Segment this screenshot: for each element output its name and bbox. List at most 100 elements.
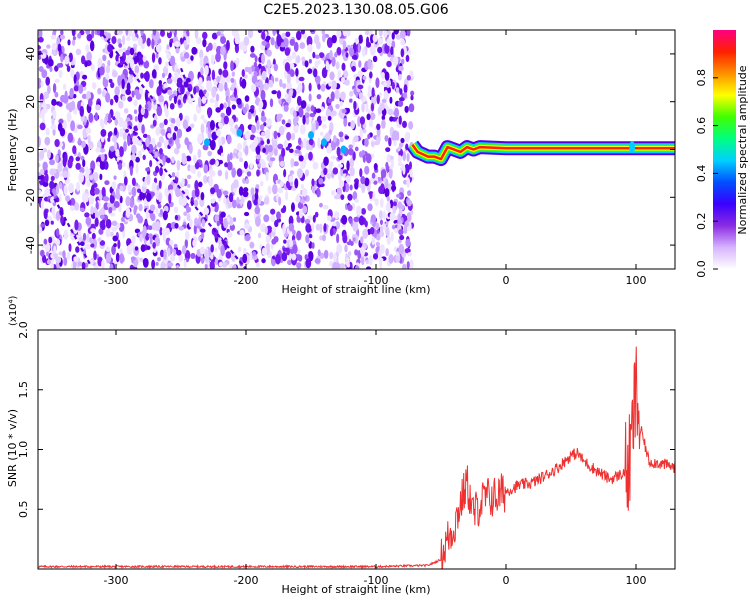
heatmap-cell [197, 216, 202, 227]
heatmap-cell [220, 36, 227, 45]
heatmap-cell [73, 85, 79, 92]
heatmap-cell [292, 244, 298, 254]
heatmap-cell [163, 205, 169, 213]
heatmap-cell [260, 89, 266, 101]
heatmap-cell [353, 216, 360, 223]
heatmap-cell [215, 93, 220, 102]
heatmap-cell [312, 51, 316, 59]
heatmap-cell [92, 207, 98, 214]
heatmap-cell [360, 236, 364, 244]
heatmap-cell [105, 65, 111, 74]
heatmap-cell [338, 179, 345, 188]
heatmap-cell [189, 164, 196, 173]
heatmap-cell [97, 237, 102, 242]
heatmap-cell [176, 77, 183, 85]
heatmap-cell [111, 36, 117, 44]
heatmap-cell [38, 36, 44, 43]
heatmap-cell [145, 137, 150, 147]
heatmap-cell [287, 55, 292, 61]
heatmap-cell [105, 92, 111, 103]
heatmap-cell [331, 110, 337, 117]
heatmap-cell [314, 60, 319, 69]
heatmap-cell [211, 69, 216, 81]
heatmap-cell [345, 257, 350, 262]
heatmap-cell [190, 252, 196, 259]
heatmap-cell [195, 37, 202, 44]
heatmap-cell [101, 122, 105, 131]
heatmap-cell [194, 161, 200, 170]
heatmap-cell [194, 187, 200, 198]
heatmap-cell [155, 207, 159, 215]
heatmap-cell [295, 55, 301, 64]
heatmap-cell [286, 247, 291, 256]
heatmap-cell [212, 42, 217, 51]
heatmap-cell [357, 84, 364, 90]
x-tick-label: 0 [503, 274, 510, 287]
heatmap-cell [40, 81, 44, 87]
x-tick-label: -300 [104, 574, 129, 587]
heatmap-cell [39, 122, 46, 131]
heatmap-cell [114, 86, 120, 97]
heatmap-cell [48, 236, 53, 244]
heatmap-cell [38, 44, 42, 51]
heatmap-cell [216, 188, 222, 199]
heatmap-hotspot [340, 145, 347, 154]
heatmap-cell [50, 175, 55, 182]
heatmap-cell [75, 48, 82, 56]
heatmap-streak [128, 124, 247, 269]
heatmap-cell [198, 181, 203, 188]
heatmap-cell [312, 68, 318, 78]
heatmap-cell [371, 141, 375, 147]
heatmap-cell [82, 159, 86, 168]
heatmap-cell [178, 195, 183, 206]
heatmap-cell [86, 33, 93, 42]
heatmap-cell [217, 137, 222, 148]
heatmap-cell [50, 220, 54, 225]
heatmap-cell [38, 175, 44, 180]
heatmap-cell [122, 47, 127, 53]
heatmap-cell [251, 75, 258, 84]
heatmap-cell [203, 175, 208, 184]
heatmap-cell [284, 190, 289, 201]
heatmap-cell [166, 78, 173, 84]
heatmap-cell [393, 215, 398, 220]
heatmap-cell [184, 137, 189, 146]
heatmap-cell [397, 155, 402, 164]
snr-y-axis-label: SNR (10 * v/v) [6, 409, 19, 487]
heatmap-cell [131, 32, 136, 42]
heatmap-cell [404, 105, 409, 113]
heatmap-cell [125, 196, 131, 207]
heatmap-cell [266, 242, 270, 249]
heatmap-cell [244, 130, 251, 140]
heatmap-cell [38, 59, 41, 66]
heatmap-cell [288, 175, 293, 183]
heatmap-cell [197, 133, 204, 144]
heatmap-cell [57, 43, 62, 52]
heatmap-cell [99, 214, 105, 220]
heatmap-cell [331, 34, 337, 44]
heatmap-cell [204, 263, 208, 269]
heatmap-cell [351, 65, 357, 72]
heatmap-cell [305, 234, 310, 244]
heatmap-cell [289, 38, 296, 46]
heatmap-cell [169, 103, 175, 110]
heatmap-cell [175, 187, 181, 198]
heatmap-cell [184, 250, 191, 261]
heatmap-cell [355, 265, 360, 269]
heatmap-cell [302, 33, 308, 40]
heatmap-cell [261, 31, 266, 40]
heatmap-cell [113, 127, 118, 136]
heatmap-cell [115, 252, 120, 263]
heatmap-cell [38, 136, 41, 147]
heatmap-cell [398, 239, 402, 244]
heatmap-cell [322, 123, 327, 129]
heatmap-cell [187, 126, 192, 132]
heatmap-cell [370, 102, 375, 112]
heatmap-cell [291, 51, 297, 60]
colorbar-tick-label: 0.8 [695, 69, 708, 87]
heatmap-cell [228, 192, 234, 203]
heatmap-streak [179, 67, 196, 103]
heatmap-cell [384, 71, 390, 81]
heatmap-cell [364, 30, 370, 36]
heatmap-cell [70, 100, 76, 111]
